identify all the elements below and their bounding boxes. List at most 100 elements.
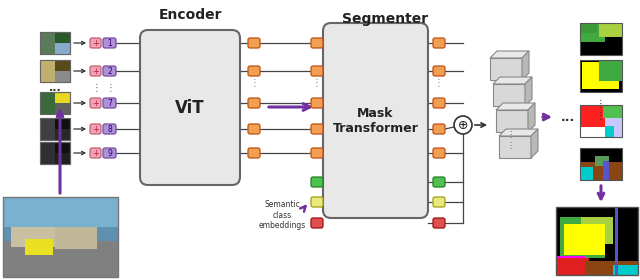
FancyBboxPatch shape [103, 148, 116, 158]
FancyBboxPatch shape [311, 124, 323, 134]
FancyBboxPatch shape [90, 38, 101, 48]
Bar [40, 118, 55, 140]
Bar [499, 136, 531, 158]
Text: ⋮
⋮: ⋮ ⋮ [596, 99, 606, 121]
Polygon shape [499, 129, 538, 136]
Polygon shape [496, 103, 535, 110]
Text: ⋮: ⋮ [105, 83, 115, 93]
FancyBboxPatch shape [433, 218, 445, 228]
Bar [40, 71, 70, 82]
Text: ...: ... [561, 111, 575, 123]
Bar [599, 23, 622, 38]
Text: +: + [92, 67, 99, 76]
Polygon shape [528, 103, 535, 132]
Bar [40, 153, 70, 164]
Text: +: + [92, 125, 99, 134]
Bar [580, 167, 593, 180]
Bar [560, 217, 605, 258]
Polygon shape [522, 51, 529, 80]
Bar [580, 162, 622, 180]
FancyBboxPatch shape [140, 30, 240, 185]
Text: 2: 2 [107, 67, 112, 76]
FancyBboxPatch shape [433, 177, 445, 187]
FancyBboxPatch shape [311, 197, 323, 207]
Bar [580, 105, 622, 137]
Bar [603, 161, 609, 180]
Text: ...: ... [49, 83, 61, 93]
Bar [585, 262, 638, 275]
Bar [595, 156, 609, 165]
Bar [11, 205, 56, 247]
Bar [40, 43, 70, 54]
Bar [3, 197, 118, 227]
Bar [40, 92, 70, 114]
Bar [40, 60, 70, 82]
Bar [3, 197, 118, 277]
Bar [40, 32, 70, 54]
Text: 8: 8 [107, 125, 112, 134]
Bar [613, 265, 638, 275]
FancyBboxPatch shape [323, 23, 428, 218]
Polygon shape [531, 129, 538, 158]
Bar [556, 258, 589, 275]
Text: ⋮: ⋮ [312, 78, 322, 88]
FancyBboxPatch shape [103, 124, 116, 134]
FancyBboxPatch shape [433, 98, 445, 108]
Bar [605, 126, 614, 137]
Bar [580, 23, 622, 55]
Bar [40, 92, 70, 114]
Text: Mask
Transformer: Mask Transformer [333, 106, 419, 134]
Bar [580, 60, 622, 92]
FancyBboxPatch shape [311, 177, 323, 187]
FancyBboxPatch shape [103, 38, 116, 48]
FancyBboxPatch shape [90, 148, 101, 158]
Bar [556, 256, 585, 275]
Bar [582, 62, 619, 89]
FancyBboxPatch shape [90, 66, 101, 76]
Text: ⋮: ⋮ [91, 83, 101, 93]
FancyBboxPatch shape [433, 38, 445, 48]
Bar [556, 207, 638, 275]
FancyBboxPatch shape [248, 38, 260, 48]
Bar [564, 224, 605, 255]
Bar [493, 84, 525, 106]
Bar [615, 207, 618, 275]
Bar [490, 58, 522, 80]
Bar [40, 129, 70, 140]
FancyBboxPatch shape [311, 218, 323, 228]
Bar [3, 197, 118, 277]
Text: Encoder: Encoder [158, 8, 221, 22]
Bar [580, 148, 622, 162]
Text: Semantic
class
embeddings: Semantic class embeddings [259, 200, 306, 230]
Bar [580, 23, 622, 55]
Bar [40, 142, 70, 164]
Text: 9: 9 [107, 148, 112, 158]
Bar [605, 105, 622, 137]
Bar [40, 142, 70, 164]
Bar [25, 239, 53, 255]
FancyBboxPatch shape [248, 66, 260, 76]
Text: +: + [92, 99, 99, 108]
Bar [556, 207, 638, 275]
Text: 7: 7 [107, 99, 112, 108]
FancyBboxPatch shape [433, 124, 445, 134]
Text: 1: 1 [107, 39, 112, 48]
Polygon shape [490, 51, 529, 58]
Bar [580, 217, 613, 244]
FancyBboxPatch shape [248, 98, 260, 108]
Bar [40, 60, 70, 82]
FancyBboxPatch shape [248, 124, 260, 134]
Bar [580, 148, 622, 180]
FancyBboxPatch shape [248, 148, 260, 158]
FancyBboxPatch shape [103, 98, 116, 108]
Bar [580, 23, 596, 32]
Bar [40, 142, 55, 164]
Bar [580, 23, 605, 42]
Text: ⋮
⋮: ⋮ ⋮ [506, 130, 514, 150]
Bar [580, 105, 607, 127]
FancyBboxPatch shape [433, 66, 445, 76]
Bar [40, 92, 55, 114]
Polygon shape [493, 77, 532, 84]
Bar [580, 60, 622, 92]
Bar [40, 32, 55, 54]
